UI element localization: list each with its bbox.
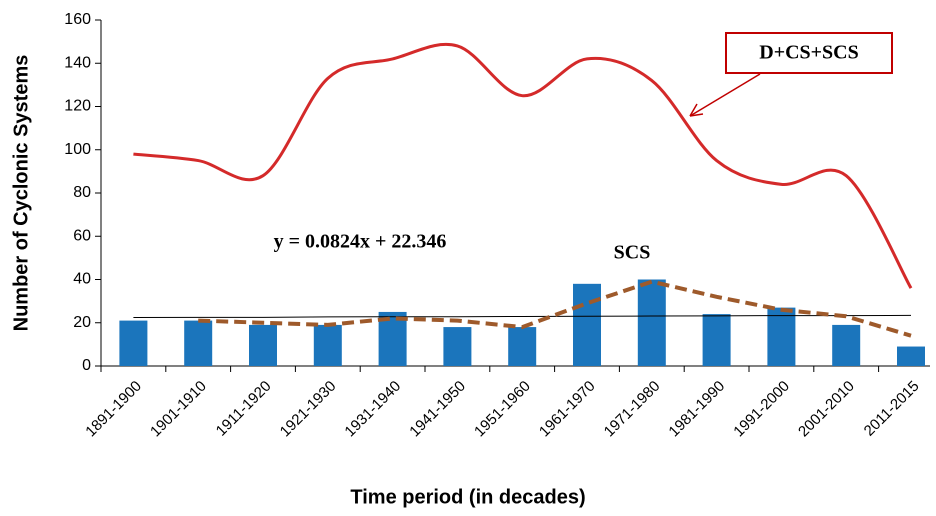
bar xyxy=(702,314,731,366)
bar xyxy=(637,279,666,366)
bar xyxy=(508,327,537,366)
bar xyxy=(897,346,925,366)
annotation: SCS xyxy=(614,242,651,264)
x-tick-label: 1941-1950 xyxy=(406,378,469,441)
x-tick-label: 1991-2000 xyxy=(730,378,793,441)
trend-line xyxy=(133,314,912,319)
bar xyxy=(119,320,148,366)
x-tick-label: 2011-2015 xyxy=(861,378,923,440)
x-tick-label: 1921-1930 xyxy=(277,378,340,441)
bar xyxy=(184,320,213,366)
annotation: D+CS+SCS xyxy=(759,42,859,64)
y-tick-label: 80 xyxy=(73,184,91,201)
x-tick-label: 1911-1920 xyxy=(213,378,275,440)
bar xyxy=(767,307,796,366)
x-tick-label: 1901-1910 xyxy=(147,378,210,441)
bar xyxy=(832,324,861,366)
annotation-box xyxy=(725,32,893,74)
annotation: y = 0.0824x + 22.346 xyxy=(274,231,447,253)
x-tick-label: 1951-1960 xyxy=(471,378,534,441)
x-tick-label: 1891-1900 xyxy=(82,378,145,441)
y-tick-label: 60 xyxy=(73,227,91,244)
bar xyxy=(249,324,277,366)
x-tick-label: 2001-2010 xyxy=(795,378,858,441)
dashed-line xyxy=(198,279,912,338)
y-tick-label: 20 xyxy=(73,314,91,331)
bar xyxy=(443,327,472,366)
y-tick-label: 160 xyxy=(64,11,91,28)
y-axis-title: Number of Cyclonic Systems xyxy=(10,55,32,332)
y-tick-label: 0 xyxy=(82,357,91,374)
x-tick-label: 1931-1940 xyxy=(341,378,404,441)
bar xyxy=(313,324,342,366)
x-tick-label: 1981-1990 xyxy=(665,378,728,441)
annotation-arrowhead xyxy=(689,103,704,117)
bar xyxy=(573,283,601,366)
x-tick-label: 1961-1970 xyxy=(536,378,599,441)
annotation-arrow xyxy=(689,73,761,117)
y-tick-label: 40 xyxy=(73,271,91,288)
y-tick-label: 120 xyxy=(64,98,91,115)
y-tick-label: 140 xyxy=(64,54,91,71)
line xyxy=(133,42,913,289)
x-axis-title: Time period (in decades) xyxy=(350,486,585,508)
x-tick-label: 1971-1980 xyxy=(601,378,664,441)
y-tick-label: 100 xyxy=(64,141,91,158)
